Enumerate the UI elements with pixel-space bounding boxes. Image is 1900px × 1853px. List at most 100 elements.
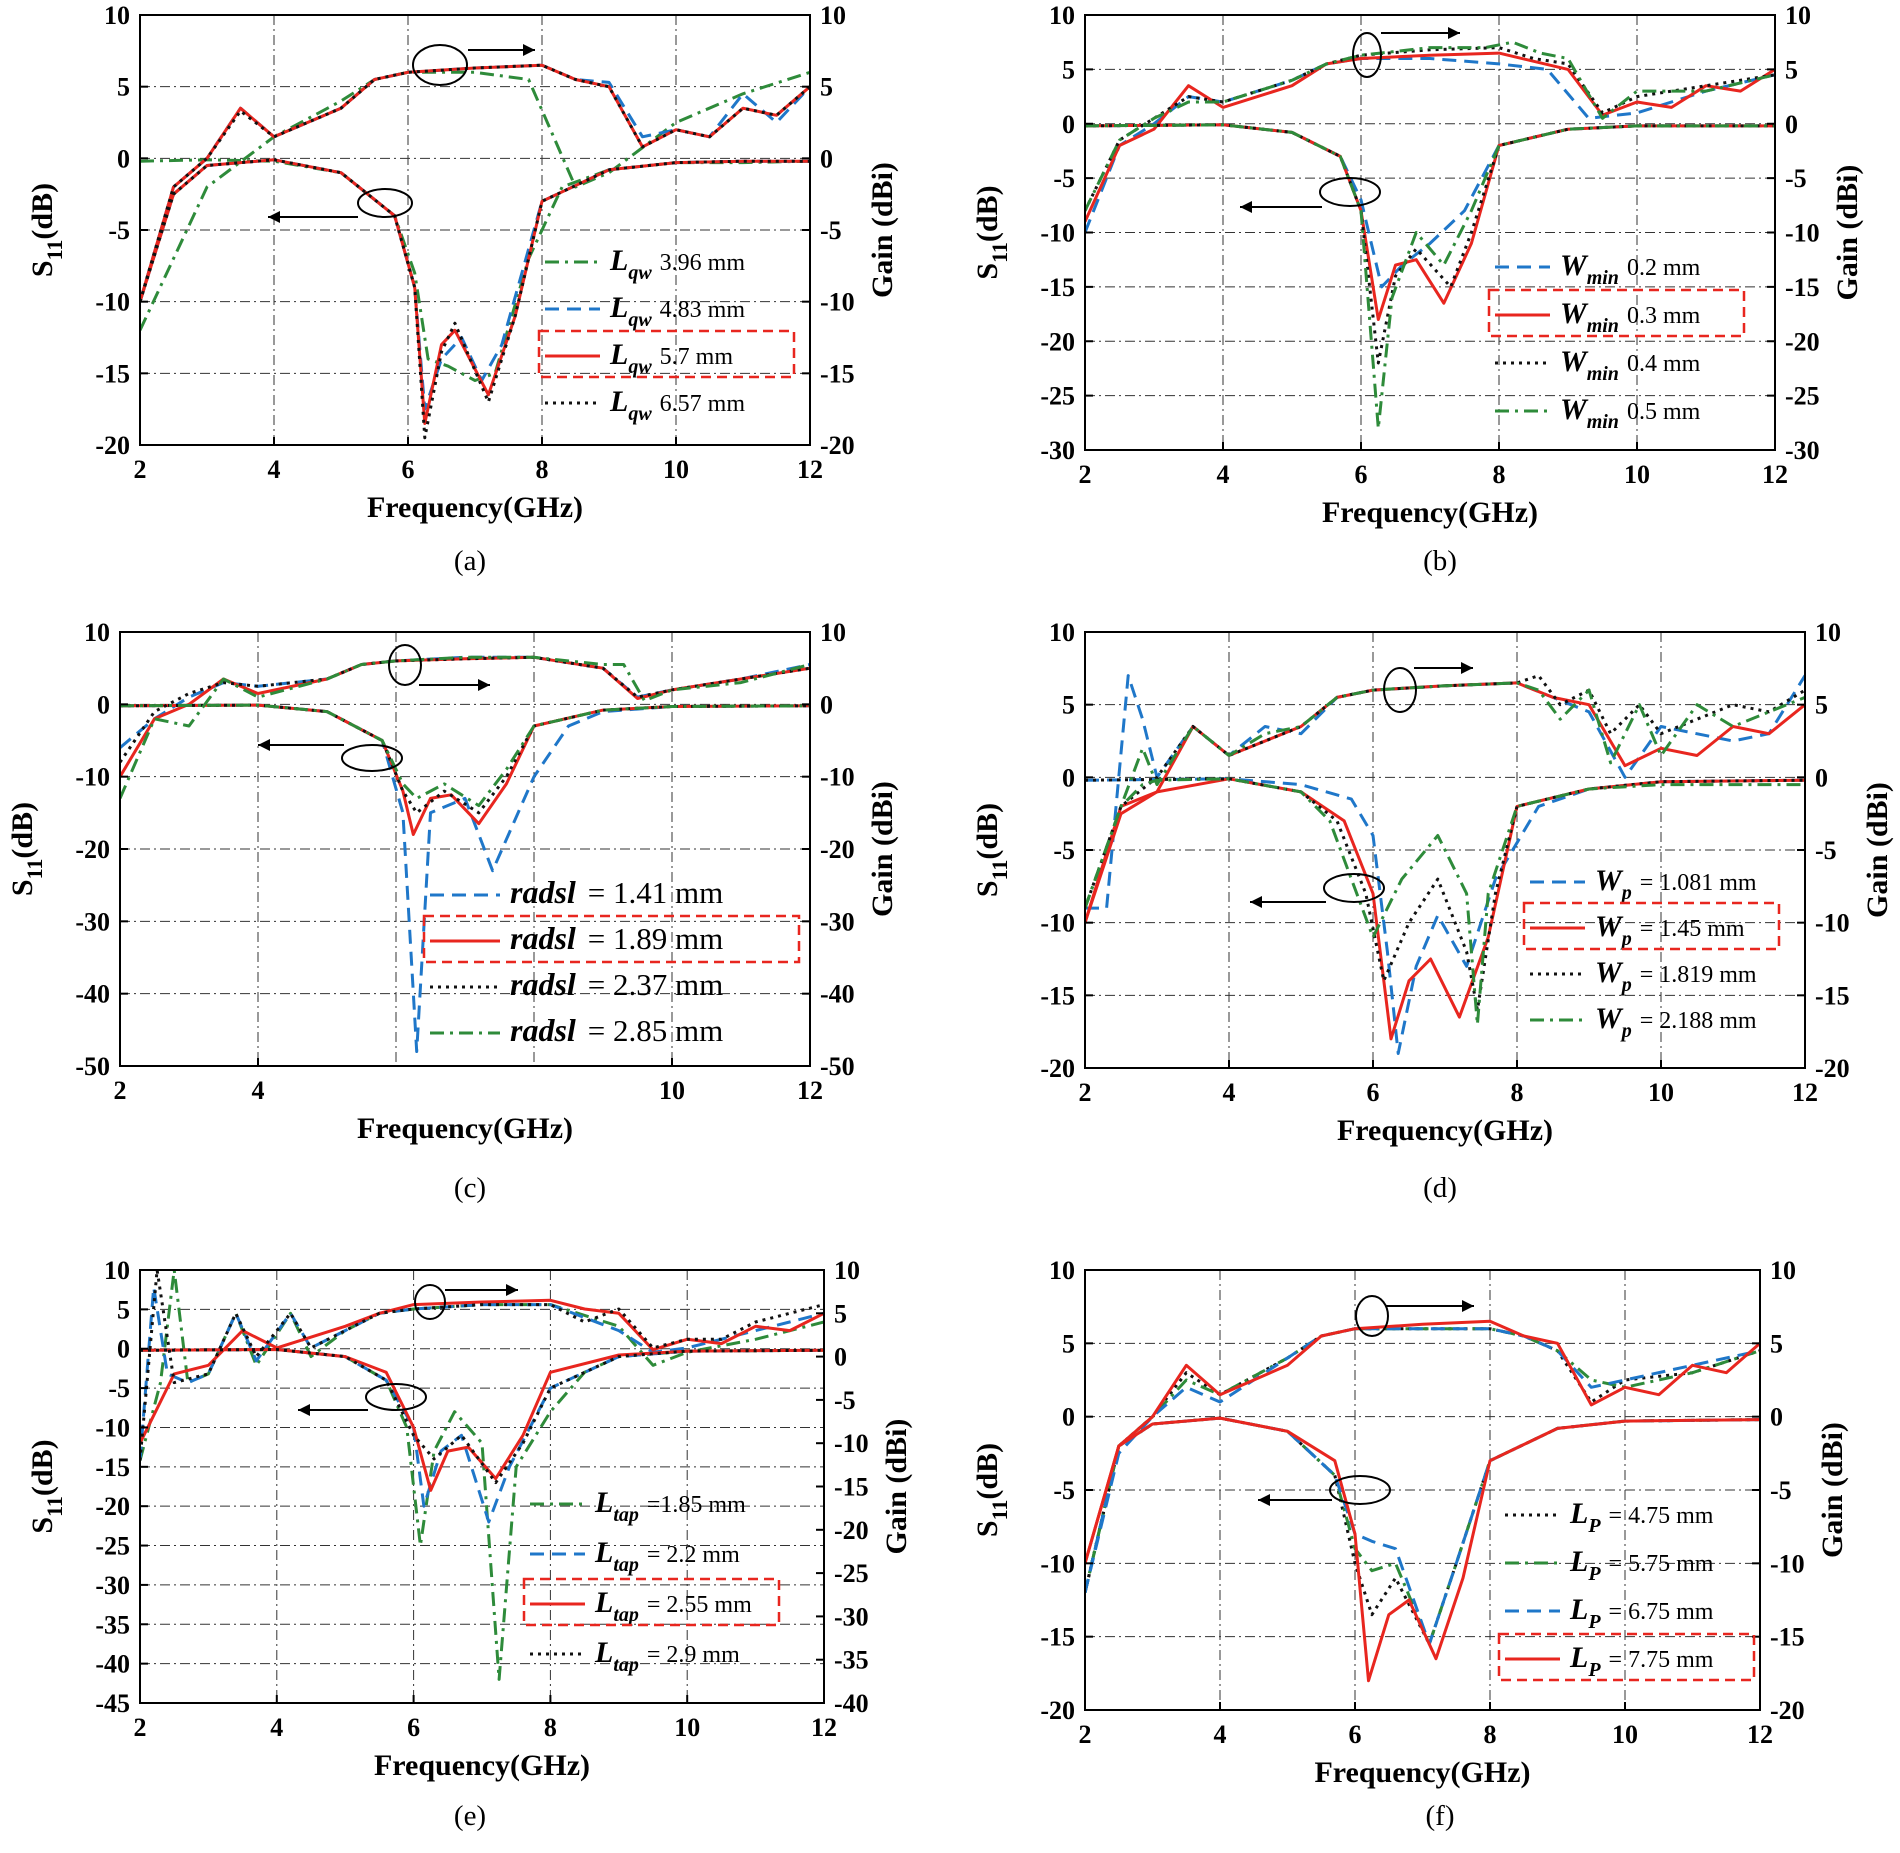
x-tick-label: 4: [1214, 1720, 1227, 1749]
legend-subscript-1: qw: [628, 262, 652, 284]
legend-label-1: Wp = 1.081 mm: [1595, 864, 1757, 904]
y2-tick-label: -10: [1785, 219, 1820, 248]
x-tick-label: 2: [134, 1713, 147, 1742]
y-axis-label-unit: (dB): [26, 1439, 59, 1496]
y2-tick-label: -20: [1770, 1696, 1805, 1725]
y-tick-label: 10: [104, 1, 130, 30]
legend-value-2: 0.3 mm: [1627, 303, 1701, 329]
y2-tick-label: -20: [834, 1516, 869, 1545]
y-tick-label: -5: [1053, 1476, 1075, 1505]
x-axis-label: Frequency(GHz): [1314, 1756, 1530, 1789]
x-axis-label: Frequency(GHz): [1337, 1114, 1553, 1147]
y-axis-label: S11(dB): [26, 183, 67, 277]
y2-axis-label: Gain (dBi): [1816, 1422, 1849, 1558]
gain-line-4: [1085, 681, 1805, 909]
y-tick-label: -20: [95, 431, 130, 460]
y-tick-label: -15: [95, 1453, 130, 1482]
panel-caption-b: (b): [1423, 545, 1457, 577]
legend-subscript-2: p: [1620, 928, 1632, 950]
legend-label-3: Lqw 5.7 mm: [609, 338, 733, 378]
y-tick-label: -10: [1040, 1549, 1075, 1578]
annotation-ellipse: [365, 1383, 427, 1411]
y-axis-label: S11(dB): [971, 185, 1012, 279]
x-tick-label: 10: [659, 1076, 685, 1105]
x-tick-label: 12: [1747, 1720, 1773, 1749]
x-tick-label: 6: [1367, 1078, 1380, 1107]
legend-symbol-2: radsl: [510, 920, 576, 956]
y-tick-label: -30: [75, 907, 110, 936]
data-layer: [120, 655, 810, 1053]
s11-line-1: [140, 1348, 824, 1681]
annotation-ellipse: [1323, 873, 1385, 903]
y-axis-label-unit: (dB): [971, 803, 1004, 860]
legend-symbol-1: W: [1560, 249, 1589, 282]
s11-line-2: [140, 1348, 824, 1524]
y2-tick-label: 0: [820, 690, 833, 719]
legend-subscript-4: P: [1587, 1659, 1601, 1681]
legend: Lqw 3.96 mm Lqw 4.83 mm Lqw 5.7 mm Lqw 6.57 mm: [537, 244, 796, 425]
y2-tick-label: -20: [1815, 1054, 1850, 1083]
gain-line-3: [1085, 1327, 1760, 1594]
y2-tick-label: -5: [834, 1386, 856, 1415]
y-tick-label: -10: [1040, 219, 1075, 248]
x-tick-label: 12: [1792, 1078, 1818, 1107]
x-tick-label: 8: [1484, 1720, 1497, 1749]
legend-label-3: Ltap = 2.55 mm: [594, 1586, 752, 1626]
x-axis-label: Frequency(GHz): [367, 491, 583, 524]
legend-label-2: radsl = 1.89 mm: [510, 920, 723, 956]
s11-line-1: [120, 703, 810, 1053]
legend-label-4: Ltap = 2.9 mm: [594, 1636, 740, 1676]
legend-symbol-3: L: [594, 1586, 613, 1619]
y2-tick-label: 0: [834, 1343, 847, 1372]
y2-tick-label: -10: [820, 763, 855, 792]
chart-panel-e: 2 4 6 8 10 12 -45 -40 -35 -30 -25 -20 -15 -10 -5 0 5 10 -4…: [26, 1256, 913, 1832]
y2-tick-label: -40: [834, 1689, 869, 1718]
y2-tick-label: 10: [1770, 1256, 1796, 1285]
plot-area: [140, 1270, 824, 1703]
y2-tick-label: 5: [834, 1299, 847, 1328]
legend-symbol-4: L: [594, 1636, 613, 1669]
legend-subscript-2: tap: [613, 1554, 639, 1576]
y-tick-label: -10: [95, 288, 130, 317]
y-tick-label: -15: [1040, 981, 1075, 1010]
y2-tick-label: -25: [1785, 382, 1820, 411]
y-tick-label: 10: [104, 1256, 130, 1285]
legend-value-1: = 1.081 mm: [1640, 870, 1757, 896]
y2-tick-label: 10: [1785, 1, 1811, 30]
y-axis-label-main: S: [971, 263, 1004, 280]
legend-symbol-2: W: [1595, 910, 1624, 943]
legend-symbol-2: L: [594, 1536, 613, 1569]
legend-value-4: = 2.188 mm: [1640, 1008, 1757, 1034]
legend-label-3: LP = 6.75 mm: [1569, 1593, 1714, 1633]
y-tick-label: -30: [1040, 436, 1075, 465]
legend-value-4: = 2.9 mm: [647, 1642, 740, 1668]
y-tick-label: 0: [1062, 110, 1075, 139]
y-tick-label: 10: [1049, 618, 1075, 647]
legend-symbol-3: W: [1595, 956, 1624, 989]
y2-tick-label: -25: [834, 1559, 869, 1588]
legend-value-3: = 6.75 mm: [1609, 1599, 1714, 1625]
y2-tick-label: -5: [1785, 164, 1807, 193]
s11-line-4: [120, 703, 810, 808]
legend-value-4: 6.57 mm: [660, 391, 746, 417]
legend-label-4: LP = 7.75 mm: [1569, 1641, 1714, 1681]
y-tick-label: -25: [1040, 382, 1075, 411]
y-tick-label: -5: [108, 1374, 130, 1403]
y2-axis-label: Gain (dBi): [1861, 782, 1894, 918]
panel-caption-a: (a): [454, 545, 486, 577]
y2-tick-label: 10: [1815, 618, 1841, 647]
y-axis-label-unit: (dB): [971, 1443, 1004, 1500]
x-tick-label: 8: [1511, 1078, 1524, 1107]
x-axis-label: Frequency(GHz): [1322, 496, 1538, 529]
arrow-head: [523, 44, 535, 56]
legend-symbol-2: W: [1560, 297, 1589, 330]
legend-label-4: Lqw 6.57 mm: [609, 385, 745, 425]
y-tick-label: -10: [95, 1413, 130, 1442]
legend-value-3: = 1.819 mm: [1640, 962, 1757, 988]
y-tick-label: -35: [95, 1610, 130, 1639]
x-tick-label: 2: [1079, 1078, 1092, 1107]
legend-label-3: Wp = 1.819 mm: [1595, 956, 1757, 996]
panel-caption-e: (e): [454, 1800, 486, 1832]
x-tick-label: 6: [407, 1713, 420, 1742]
data-layer: [1085, 674, 1805, 1055]
